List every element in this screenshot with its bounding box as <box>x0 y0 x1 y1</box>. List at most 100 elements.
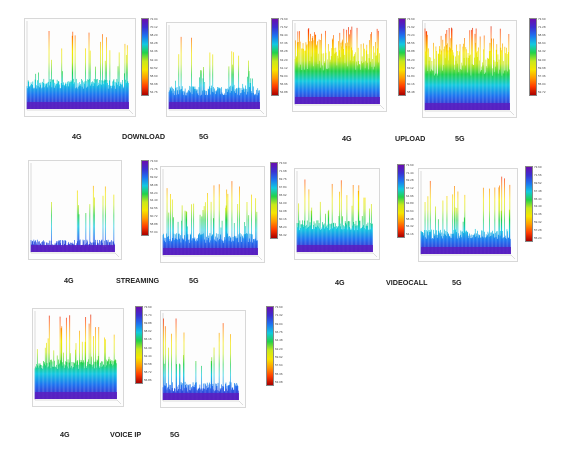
chart-upload-5g <box>422 20 517 118</box>
spike-series <box>296 179 373 252</box>
colorbar-ticks-upload-5g: 73.60 71.28 68.96 66.64 64.32 62.00 59.68 57.36… <box>538 18 556 94</box>
colorbar-tick-label: 63.52 <box>407 65 415 70</box>
label-voiceip-5g: 5G <box>170 430 180 439</box>
colorbar-voiceip-5g <box>266 306 274 386</box>
colorbar-ticks-voiceip-4g: 73.60 71.74 69.88 68.02 66.16 64.30 62.44 60.58… <box>144 306 162 382</box>
colorbar-tick-label: 62.56 <box>150 206 158 211</box>
axis-lines <box>30 163 120 258</box>
colorbar-streaming-5g <box>270 162 278 239</box>
colorbar-tick-label: 70.24 <box>407 33 415 38</box>
colorbar-tick-label: 64.00 <box>279 201 287 205</box>
colorbar-tick-label: 58.60 <box>150 73 158 78</box>
colorbar-tick-label: 59.92 <box>275 355 283 359</box>
colorbar-tick-label: 62.20 <box>275 346 283 351</box>
colorbar-tick-label: 53.08 <box>275 380 283 384</box>
colorbar-videocall-5g <box>525 166 533 242</box>
label-streaming-5g: 5G <box>189 276 199 285</box>
colorbar-tick-label: 65.44 <box>534 196 542 201</box>
colorbar-tick-label: 64.32 <box>538 49 546 54</box>
colorbar-tick-label: 73.60 <box>279 161 287 165</box>
colorbar-tick-label: 71.44 <box>406 170 414 175</box>
chart-upload-4g <box>292 20 387 112</box>
colorbar-tick-label: 59.04 <box>280 73 288 78</box>
colorbar-tick-label: 54.76 <box>150 90 158 94</box>
colorbar-tick-label: 71.56 <box>534 172 542 177</box>
spike-series <box>168 36 260 109</box>
spike-series <box>26 30 129 109</box>
colorbar-tick-label: 60.64 <box>406 209 414 213</box>
spike-plot <box>162 169 263 261</box>
label-streaming: STREAMING <box>116 276 160 285</box>
base-band <box>425 103 510 110</box>
label-upload-4g: 4G <box>342 134 352 143</box>
colorbar-download-4g <box>141 18 149 96</box>
colorbar-tick-label: 66.16 <box>144 337 152 342</box>
colorbar-tick-label: 72.04 <box>150 17 158 21</box>
colorbar-streaming-4g <box>141 160 149 236</box>
colorbar-videocall-4g <box>397 164 405 238</box>
base-band <box>297 245 373 252</box>
colorbar-tick-label: 58.88 <box>150 222 158 227</box>
colorbar-tick-label: 54.16 <box>406 232 414 236</box>
colorbar-tick-label: 52.72 <box>538 90 546 94</box>
colorbar-tick-label: 56.32 <box>406 224 414 229</box>
base-band <box>35 392 117 399</box>
spike-plot <box>34 311 122 405</box>
spike-series <box>162 318 239 400</box>
colorbar-tick-label: 69.04 <box>275 321 283 326</box>
colorbar-tick-label: 73.60 <box>280 17 288 21</box>
colorbar-tick-label: 55.04 <box>538 81 546 86</box>
colorbar-ticks-download-4g: 72.04 70.12 68.20 66.28 64.36 62.44 60.52 58.60… <box>150 18 168 94</box>
colorbar-upload-4g <box>398 18 406 96</box>
chart-download-4g <box>24 18 136 117</box>
colorbar-tick-label: 73.60 <box>406 163 414 167</box>
spike-plot <box>294 23 385 110</box>
chart-voiceip-5g <box>160 310 246 408</box>
colorbar-tick-label: 71.52 <box>280 25 288 30</box>
colorbar-tick-label: 68.96 <box>538 33 546 38</box>
colorbar-tick-label: 60.72 <box>150 214 158 219</box>
colorbar-tick-label: 64.36 <box>150 49 158 54</box>
colorbar-ticks-voiceip-5g: 73.60 71.32 69.04 66.76 64.48 62.20 59.92 57.64… <box>275 306 293 384</box>
colorbar-tick-label: 58.48 <box>406 216 414 221</box>
colorbar-tick-label: 71.32 <box>275 313 283 318</box>
colorbar-tick-label: 71.68 <box>279 169 287 173</box>
label-download-5g: 5G <box>199 132 209 141</box>
base-band <box>163 393 239 400</box>
colorbar-tick-label: 67.12 <box>406 186 414 190</box>
colorbar-tick-label: 57.64 <box>275 363 283 368</box>
colorbar-tick-label: 58.72 <box>144 369 152 374</box>
colorbar-tick-label: 56.68 <box>150 81 158 86</box>
spike-series <box>294 26 380 104</box>
colorbar-tick-label: 73.60 <box>150 159 158 163</box>
colorbar-tick-label: 69.28 <box>406 178 414 183</box>
spike-plot <box>26 21 134 115</box>
colorbar-tick-label: 60.16 <box>407 81 415 86</box>
colorbar-tick-label: 64.96 <box>406 193 414 198</box>
colorbar-tick-label: 68.02 <box>144 329 152 334</box>
colorbar-tick-label: 62.80 <box>406 201 414 206</box>
colorbar-tick-label: 54.88 <box>280 90 288 94</box>
colorbar-tick-label: 73.60 <box>538 17 546 21</box>
colorbar-tick-label: 67.48 <box>534 188 542 193</box>
colorbar-tick-label: 67.36 <box>280 41 288 46</box>
colorbar-tick-label: 71.74 <box>144 313 152 318</box>
colorbar-tick-label: 56.96 <box>280 81 288 86</box>
colorbar-tick-label: 69.76 <box>279 177 287 181</box>
chart-videocall-4g <box>294 168 380 260</box>
chart-videocall-5g <box>418 168 518 262</box>
base-band <box>27 102 129 109</box>
colorbar-tick-label: 68.56 <box>407 41 415 46</box>
colorbar-tick-label: 61.36 <box>534 212 542 217</box>
colorbar-tick-label: 69.88 <box>144 321 152 326</box>
colorbar-tick-label: 64.48 <box>275 338 283 343</box>
colorbar-tick-label: 66.28 <box>150 41 158 46</box>
colorbar-tick-label: 73.60 <box>407 17 415 21</box>
colorbar-tick-label: 65.20 <box>407 57 415 62</box>
chart-streaming-5g <box>160 166 265 263</box>
label-streaming-4g: 4G <box>64 276 74 285</box>
colorbar-ticks-streaming-5g: 73.60 71.68 69.76 67.84 65.92 64.00 62.08 60.16… <box>279 162 297 237</box>
spike-series <box>34 314 117 399</box>
chart-voiceip-4g <box>32 308 124 407</box>
